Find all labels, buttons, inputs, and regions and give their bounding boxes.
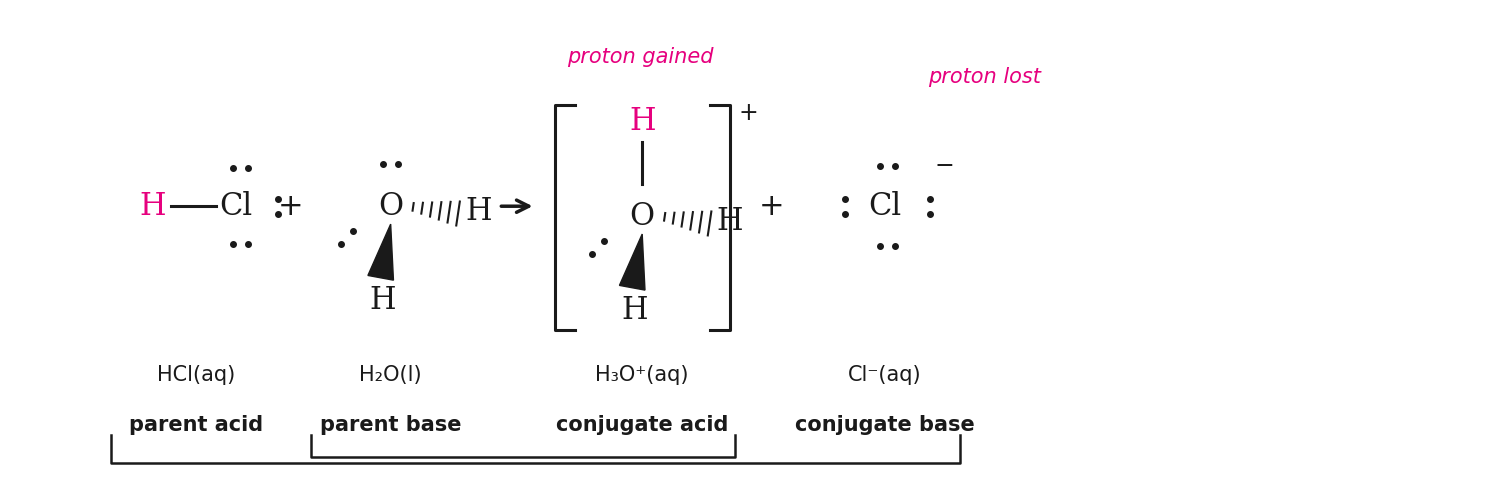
Text: +: + — [759, 191, 784, 221]
Text: conjugate acid: conjugate acid — [556, 415, 729, 435]
Polygon shape — [620, 234, 645, 290]
Text: H₂O(l): H₂O(l) — [360, 365, 422, 385]
Text: H: H — [140, 191, 166, 222]
Text: proton lost: proton lost — [928, 67, 1041, 87]
Text: +: + — [278, 191, 303, 221]
Text: parent base: parent base — [320, 415, 462, 435]
Text: O: O — [630, 201, 656, 232]
Text: H: H — [369, 285, 396, 316]
Text: H₃O⁺(aq): H₃O⁺(aq) — [596, 365, 688, 385]
Text: Cl⁻(aq): Cl⁻(aq) — [847, 365, 921, 385]
Text: parent acid: parent acid — [129, 415, 262, 435]
Text: H: H — [628, 106, 656, 137]
Text: H: H — [717, 206, 744, 237]
Text: H: H — [465, 196, 492, 226]
Text: H: H — [621, 295, 648, 326]
Polygon shape — [368, 224, 393, 280]
Text: Cl: Cl — [868, 191, 901, 222]
Text: O: O — [378, 191, 404, 222]
Text: Cl: Cl — [219, 191, 252, 222]
Text: −: − — [934, 155, 954, 178]
Text: +: + — [738, 101, 758, 125]
Text: HCl(aq): HCl(aq) — [158, 365, 236, 385]
Text: conjugate base: conjugate base — [795, 415, 975, 435]
Text: proton gained: proton gained — [567, 47, 714, 67]
